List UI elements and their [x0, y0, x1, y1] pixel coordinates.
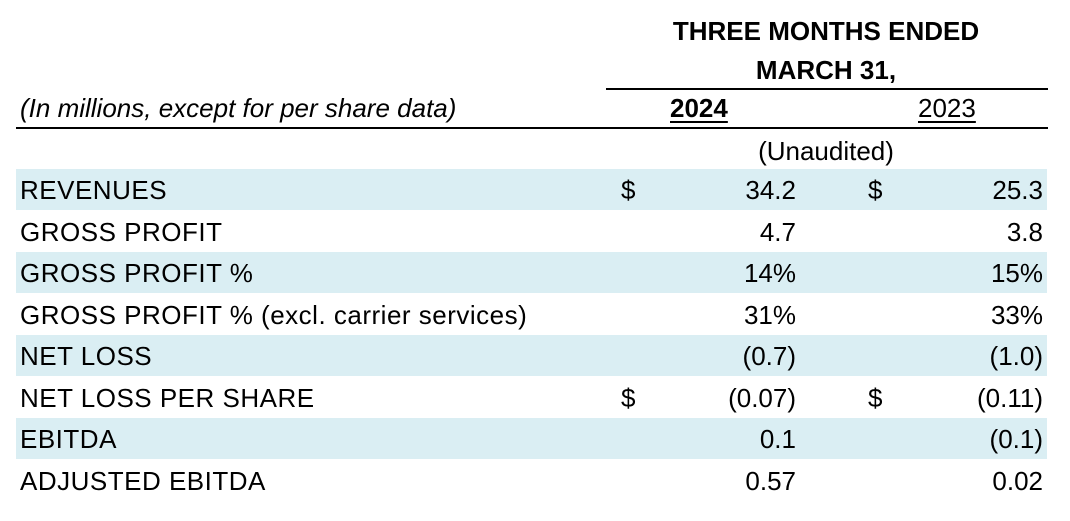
table-row: ADJUSTED EBITDA 0.57 0.02: [16, 460, 1047, 501]
period-heading-line1: THREE MONTHS ENDED: [672, 16, 980, 46]
table-row: GROSS PROFIT % 14% 15%: [16, 252, 1047, 293]
value-prior: 15%: [990, 258, 1043, 288]
row-label: EBITDA: [20, 424, 117, 454]
dollar-sign-current: $: [621, 382, 636, 413]
table-row: NET LOSS (0.7) (1.0): [16, 335, 1047, 376]
units-note: (In millions, except for per share data): [20, 93, 457, 123]
table-row: REVENUES $34.2 $25.3: [16, 169, 1047, 210]
row-label: NET LOSS PER SHARE: [20, 382, 315, 413]
table-row: GROSS PROFIT % (excl. carrier services) 3…: [16, 294, 1047, 335]
period-heading-line2: MARCH 31,: [755, 55, 897, 85]
value-current: 31%: [743, 299, 796, 330]
value-current: 34.2: [745, 175, 796, 205]
dollar-sign-prior: $: [868, 175, 883, 205]
heading-rule-top: [606, 88, 1048, 90]
row-label: REVENUES: [20, 175, 168, 205]
table-row: EBITDA 0.1 (0.1): [16, 418, 1047, 459]
value-prior: 0.02: [992, 465, 1043, 496]
value-current: (0.7): [742, 341, 796, 371]
row-label: GROSS PROFIT %: [20, 258, 254, 288]
table-row: NET LOSS PER SHARE $ (0.07) $ (0.11): [16, 377, 1047, 418]
value-current: 0.57: [745, 465, 796, 496]
value-prior: (1.0): [989, 341, 1043, 371]
value-prior: (0.1): [989, 424, 1043, 454]
value-prior: 33%: [990, 299, 1043, 330]
row-label: NET LOSS: [20, 341, 153, 371]
value-prior: (0.11): [977, 382, 1043, 413]
value-current: 14%: [743, 258, 796, 288]
value-prior: 3.8: [1006, 216, 1043, 247]
year-prior: 2023: [918, 93, 976, 123]
audit-status: (Unaudited): [758, 136, 894, 166]
heading-rule-bottom: [16, 127, 1048, 129]
dollar-sign-prior: $: [868, 382, 883, 413]
row-label: GROSS PROFIT % (excl. carrier services): [20, 299, 528, 330]
value-current: 4.7: [759, 216, 796, 247]
year-current: 2024: [670, 93, 728, 123]
row-label: GROSS PROFIT: [20, 216, 223, 247]
dollar-sign-current: $: [621, 175, 636, 205]
row-label: ADJUSTED EBITDA: [20, 465, 266, 496]
table-row: GROSS PROFIT 4.7 3.8: [16, 211, 1047, 252]
value-prior: 25.3: [992, 175, 1043, 205]
value-current: (0.07): [728, 382, 796, 413]
value-current: 0.1: [759, 424, 796, 454]
